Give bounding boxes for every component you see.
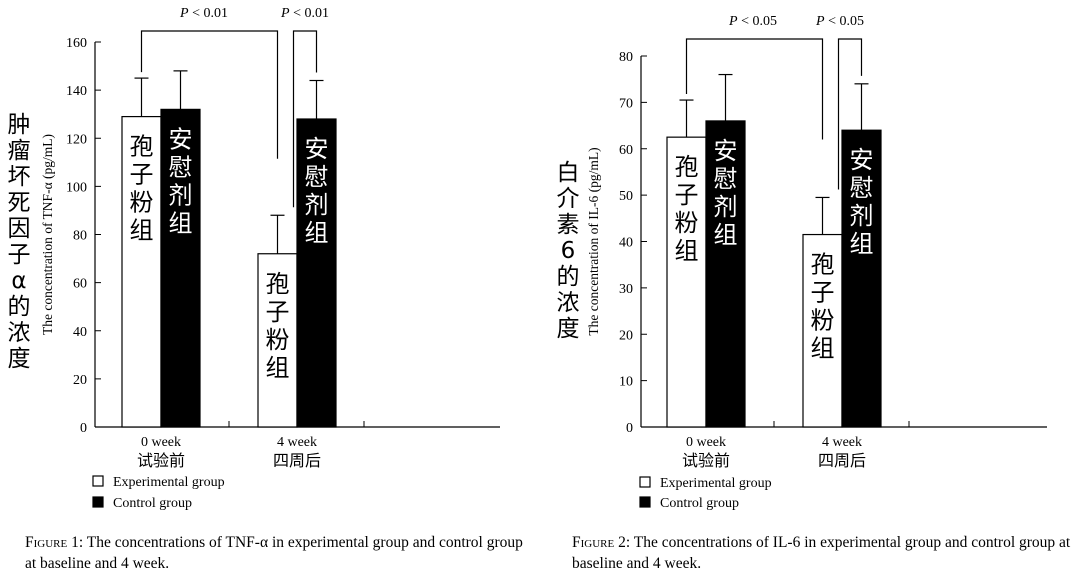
- bar-label-char: 剂: [169, 181, 193, 209]
- bar-label-char: 粉: [266, 326, 290, 354]
- bar-label-char: 安: [305, 135, 329, 163]
- y-tick-label: 20: [619, 328, 633, 343]
- bar-label-char: 孢: [675, 153, 699, 181]
- figure-label: Figure 1:: [25, 534, 84, 551]
- bar-control: [160, 108, 201, 428]
- bar-label-char: 剂: [850, 202, 874, 230]
- legend-label: Control group: [660, 496, 739, 511]
- bar-label-char: 剂: [714, 193, 738, 221]
- chart-title-cjk: 白介素6的浓度: [556, 160, 580, 342]
- y-tick-label: 0: [80, 421, 87, 436]
- bar-label-char: 安: [714, 137, 738, 165]
- bar-label-char: 组: [811, 335, 835, 363]
- bar-label-char: 子: [675, 181, 699, 209]
- legend-swatch-control: [639, 496, 651, 508]
- x-tick-label-cjk: 试验前: [137, 451, 185, 470]
- bar-label-char: 安: [169, 125, 193, 153]
- significance-bracket: [292, 30, 318, 208]
- y-tick-label: 120: [66, 132, 87, 147]
- y-tick-label: 60: [619, 143, 633, 158]
- tnf-alpha-bar-chart: 0 20 40 60 80 100 120 140 160 The concentration o…: [40, 6, 500, 511]
- y-tick-label: 50: [619, 189, 633, 204]
- y-tick-label: 100: [66, 180, 87, 195]
- bar-label-char: 慰: [714, 165, 738, 193]
- bar-control: [296, 118, 337, 428]
- y-tick-label: 30: [619, 282, 633, 297]
- bar-label-char: 安: [850, 146, 874, 174]
- legend-swatch-experimental: [639, 476, 651, 488]
- figure-1-panel: 肿瘤坏死因子α的浓度 0 20 40 60 80 100 120 140 160 The conc…: [7, 6, 530, 574]
- bar-label-char: 子: [130, 161, 154, 189]
- y-tick-label: 140: [66, 84, 87, 99]
- caption-text: The concentrations of TNF-α in experimen…: [25, 534, 523, 572]
- y-tick-label: 160: [66, 36, 87, 51]
- bar-experimental: [666, 136, 707, 428]
- bar-label-char: 剂: [305, 191, 329, 219]
- y-tick-label: 40: [73, 325, 87, 340]
- y-tick-label: 70: [619, 96, 633, 111]
- bar-label-char: 组: [850, 230, 874, 258]
- bar-label-char: 慰: [169, 153, 193, 181]
- significance-bracket: [837, 38, 863, 190]
- x-tick-label: 4 week: [822, 435, 862, 450]
- bar-label-char: 粉: [675, 209, 699, 237]
- x-tick-label-cjk: 四周后: [273, 451, 321, 470]
- bar-label-char: 孢: [130, 133, 154, 161]
- x-tick-label: 4 week: [277, 435, 317, 450]
- chart-title-cjk: 肿瘤坏死因子α的浓度: [7, 112, 31, 372]
- p-value-label: P < 0.01: [179, 6, 228, 21]
- legend-label: Experimental group: [660, 476, 772, 491]
- x-tick-label-cjk: 四周后: [818, 451, 866, 470]
- x-tick-label-cjk: 试验前: [682, 451, 730, 470]
- y-tick-label: 0: [626, 421, 633, 436]
- figure-caption: Figure 1: The concentrations of TNF-α in…: [25, 532, 530, 574]
- y-axis-label: The concentration of IL-6 (pg/mL): [586, 147, 601, 335]
- bar-label-char: 粉: [130, 189, 154, 217]
- y-tick-label: 80: [73, 229, 87, 244]
- bar-label-char: 子: [811, 279, 835, 307]
- bar-label-char: 慰: [850, 174, 874, 202]
- bar-label-char: 组: [130, 217, 154, 245]
- y-axis-label: The concentration of TNF-α (pg/mL): [40, 134, 55, 335]
- significance-bracket: [140, 30, 279, 159]
- y-tick-label: 20: [73, 373, 87, 388]
- bar-label-char: 孢: [811, 251, 835, 279]
- x-tick-label: 0 week: [141, 435, 181, 450]
- y-tick-label: 10: [619, 375, 633, 390]
- figure-label: Figure 2:: [572, 534, 631, 551]
- p-value-label: P < 0.05: [728, 14, 777, 29]
- bar-label-char: 组: [714, 221, 738, 249]
- bar-label-char: 组: [305, 219, 329, 247]
- bar-label-char: 组: [266, 354, 290, 382]
- y-tick-label: 80: [619, 50, 633, 65]
- figure-caption: Figure 2: The concentrations of IL-6 in …: [572, 532, 1077, 574]
- bar-label-char: 粉: [811, 307, 835, 335]
- y-tick-label: 40: [619, 236, 633, 251]
- x-tick-label: 0 week: [686, 435, 726, 450]
- bar-label-char: 孢: [266, 270, 290, 298]
- legend-swatch-control: [92, 496, 104, 508]
- il6-bar-chart: 0 10 20 30 40 50 60 70 80 The concentration of IL…: [586, 14, 1047, 511]
- bar-label-char: 慰: [305, 163, 329, 191]
- bar-label-char: 组: [169, 209, 193, 237]
- legend-label: Experimental group: [113, 475, 225, 490]
- significance-bracket: [685, 38, 824, 140]
- legend-swatch-experimental: [92, 475, 104, 487]
- bar-label-char: 子: [266, 298, 290, 326]
- legend-label: Control group: [113, 496, 192, 511]
- p-value-label: P < 0.01: [280, 6, 329, 21]
- p-value-label: P < 0.05: [815, 14, 864, 29]
- y-tick-label: 60: [73, 277, 87, 292]
- caption-text: The concentrations of IL-6 in experiment…: [572, 534, 1071, 572]
- figure-2-panel: 白介素6的浓度 0 10 20 30 40 50 60 70 80 The concentrati…: [545, 0, 1080, 584]
- bar-label-char: 组: [675, 237, 699, 265]
